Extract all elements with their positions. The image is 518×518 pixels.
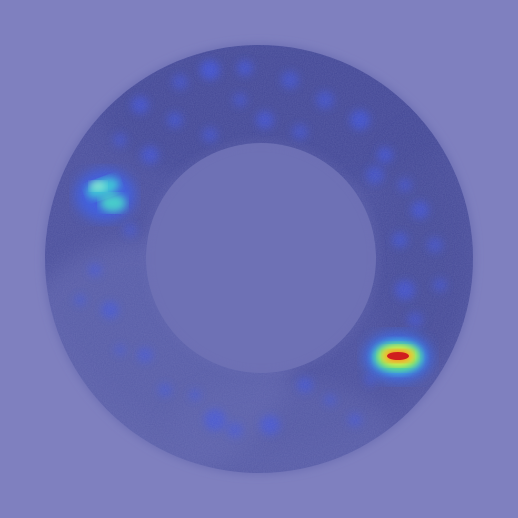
ring-inner-edge <box>143 140 379 376</box>
right-hotspot <box>364 332 432 382</box>
left-hotspot <box>75 169 135 221</box>
